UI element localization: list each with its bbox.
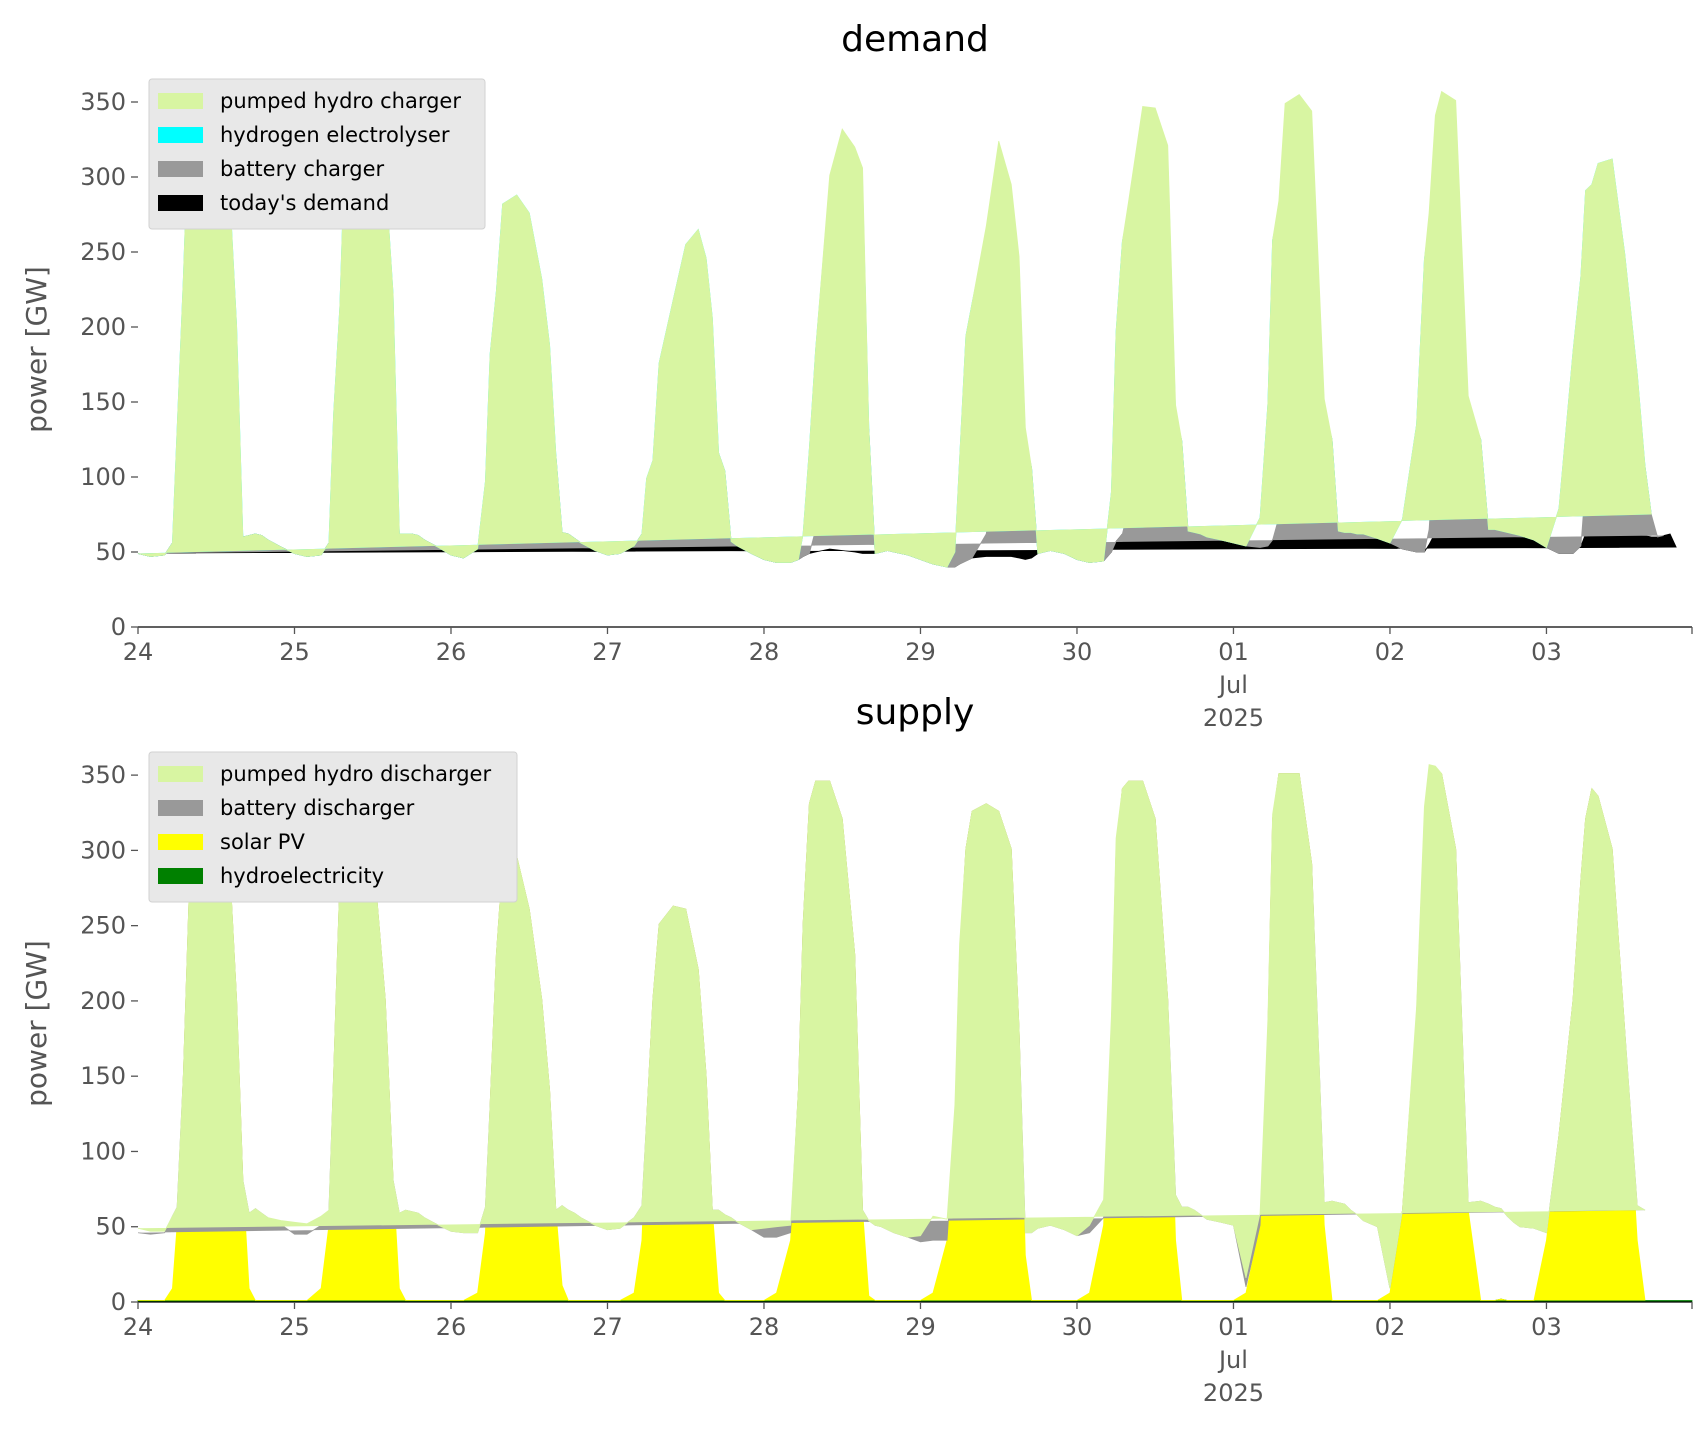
x-tick-label: 02 (1375, 1313, 1406, 1341)
legend-box (148, 78, 486, 230)
chart-title: supply (856, 692, 975, 733)
legend-label: hydroelectricity (220, 864, 384, 888)
x-tick-label: 02 (1375, 638, 1406, 666)
series-area-pumped-hydro-charger (137, 81, 1652, 568)
y-axis-label: power [GW] (20, 266, 53, 433)
legend-swatch (158, 800, 203, 816)
legend: pumped hydro discharger battery discharge… (148, 751, 518, 903)
y-tick-label: 100 (80, 1137, 126, 1165)
x-tick-label: 24 (123, 638, 154, 666)
y-tick-label: 50 (95, 1213, 126, 1241)
x-tick-label: 2025 (1203, 1379, 1264, 1407)
y-tick-label: 0 (111, 1288, 126, 1316)
legend-swatch (158, 93, 203, 109)
x-tick-label: 29 (905, 1313, 936, 1341)
x-tick-label: 01 (1218, 638, 1249, 666)
y-tick-label: 250 (80, 238, 126, 266)
area-group (137, 81, 1677, 568)
legend-swatch (158, 868, 203, 884)
y-tick-label: 150 (80, 1062, 126, 1090)
legend-box (148, 751, 518, 903)
y-tick-label: 300 (80, 836, 126, 864)
supply-chart: 0 50 100 150 200 250 300 350 24 25 26 27 28 29 30 01 Jul… (20, 692, 1693, 1407)
legend-label: solar PV (220, 830, 305, 854)
legend: pumped hydro charger hydrogen electrolyse… (148, 78, 486, 230)
legend-swatch (158, 127, 203, 143)
y-tick-label: 100 (80, 463, 126, 491)
x-tick-label: 26 (436, 1313, 467, 1341)
x-tick-label: Jul (1217, 1346, 1248, 1374)
demand-chart: 0 50 100 150 200 250 300 350 24 25 26 27 28 29 30 01 Jul… (20, 19, 1693, 732)
chart-title: demand (841, 19, 989, 60)
x-tick-label: 03 (1531, 638, 1562, 666)
x-tick-label: 30 (1062, 638, 1093, 666)
y-tick-label: 150 (80, 388, 126, 416)
y-tick-label: 200 (80, 313, 126, 341)
legend-label: hydrogen electrolyser (220, 123, 450, 147)
x-tick-label: 25 (279, 1313, 310, 1341)
legend-label: battery discharger (220, 796, 415, 820)
legend-label: pumped hydro charger (220, 89, 461, 113)
legend-swatch (158, 161, 203, 177)
x-tick-label: 25 (279, 638, 310, 666)
legend-swatch (158, 766, 203, 782)
x-tick-label: 28 (749, 638, 780, 666)
y-tick-label: 350 (80, 761, 126, 789)
legend-label: today's demand (220, 191, 389, 215)
y-tick-label: 0 (111, 613, 126, 641)
x-tick-label: 03 (1531, 1313, 1562, 1341)
x-tick-label: 24 (123, 1313, 154, 1341)
legend-label: pumped hydro discharger (220, 762, 491, 786)
legend-swatch (158, 834, 203, 850)
x-tick-label: 27 (592, 1313, 623, 1341)
y-tick-label: 50 (95, 538, 126, 566)
y-tick-label: 350 (80, 88, 126, 116)
y-axis-label: power [GW] (20, 940, 53, 1107)
x-tick-label: Jul (1217, 671, 1248, 699)
legend-swatch (158, 195, 203, 211)
x-tick-label: 30 (1062, 1313, 1093, 1341)
x-tick-label: 26 (436, 638, 467, 666)
legend-label: battery charger (220, 157, 385, 181)
y-tick-label: 300 (80, 163, 126, 191)
x-tick-label: 2025 (1203, 704, 1264, 732)
x-tick-label: 01 (1218, 1313, 1249, 1341)
x-tick-label: 29 (905, 638, 936, 666)
y-tick-label: 200 (80, 987, 126, 1015)
x-tick-label: 28 (749, 1313, 780, 1341)
x-tick-label: 27 (592, 638, 623, 666)
y-tick-label: 250 (80, 912, 126, 940)
